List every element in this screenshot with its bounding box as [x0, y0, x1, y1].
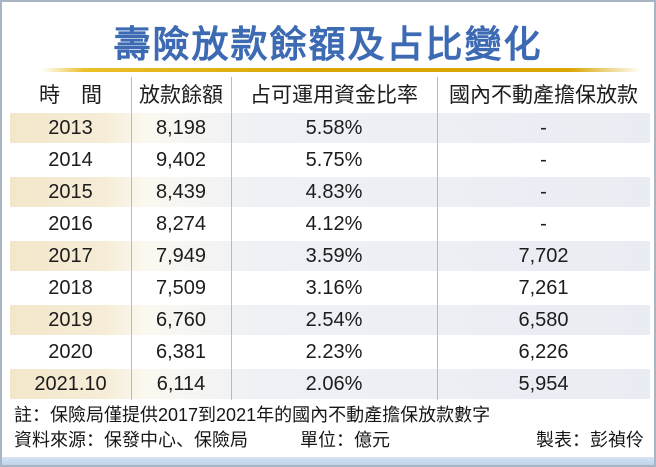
cell-ratio: 2.23% — [305, 340, 363, 363]
column-header-ratio: 占可運用資金比率 — [250, 83, 418, 107]
cell-time: 2013 — [48, 116, 93, 139]
cell-ratio: 2.06% — [305, 372, 363, 395]
cell-mortgage: - — [540, 116, 547, 139]
cell-ratio: 4.12% — [305, 212, 363, 235]
cell-ratio: 2.54% — [305, 308, 363, 331]
cell-time: 2019 — [48, 308, 93, 331]
cell-ratio: 3.16% — [305, 276, 363, 299]
cell-time: 2014 — [48, 148, 93, 171]
cell-ratio: 5.75% — [305, 148, 363, 171]
data-table: 時 間 放款餘額 占可運用資金比率 國內不動產擔保放款 2013 8,198 5.5… — [10, 75, 650, 400]
table-row: 2014 9,402 5.75% - — [10, 144, 650, 176]
source-text: 資料來源：保發中心、保險局 — [14, 430, 248, 450]
table-row: 2018 7,509 3.16% 7,261 — [10, 272, 650, 304]
cell-balance: 6,381 — [155, 340, 207, 363]
unit-text: 單位：億元 — [300, 430, 390, 450]
table-body: 2013 8,198 5.58% - 2014 9,402 5.75% - 2015 8,439 4… — [10, 112, 650, 400]
cell-ratio: 4.83% — [305, 180, 363, 203]
cell-balance: 8,439 — [155, 180, 207, 203]
table-row: 2020 6,381 2.23% 6,226 — [10, 336, 650, 368]
table-row: 2016 8,274 4.12% - — [10, 208, 650, 240]
cell-balance: 7,949 — [155, 244, 207, 267]
footnote-line2: 資料來源：保發中心、保險局 單位：億元 製表：彭禎伶 — [14, 428, 644, 453]
cell-time: 2015 — [48, 180, 93, 203]
cell-balance: 9,402 — [155, 148, 207, 171]
cell-time: 2021.10 — [34, 372, 107, 395]
column-header-balance: 放款餘額 — [139, 83, 223, 107]
cell-time: 2018 — [48, 276, 93, 299]
column-divider — [131, 77, 132, 400]
column-divider — [231, 77, 232, 400]
cell-mortgage: - — [540, 148, 547, 171]
cell-mortgage: - — [540, 212, 547, 235]
page-title: 壽險放款餘額及占比變化 — [113, 24, 543, 65]
cell-ratio: 5.58% — [305, 116, 363, 139]
cell-ratio: 3.59% — [305, 244, 363, 267]
footnote-text: 註：保險局僅提供2017到2021年的國內不動產擔保放款數字 — [14, 405, 491, 425]
bottom-accent-bar — [2, 457, 654, 465]
credit-text: 製表：彭禎伶 — [536, 430, 644, 450]
column-header-mortgage: 國內不動產擔保放款 — [449, 83, 638, 107]
cell-balance: 7,509 — [155, 276, 207, 299]
cell-time: 2020 — [48, 340, 93, 363]
table-row: 2019 6,760 2.54% 6,580 — [10, 304, 650, 336]
cell-balance: 8,198 — [155, 116, 207, 139]
table-row: 2013 8,198 5.58% - — [10, 112, 650, 144]
column-header-time: 時 間 — [39, 83, 102, 107]
cell-mortgage: 6,226 — [518, 340, 569, 363]
cell-balance: 8,274 — [155, 212, 207, 235]
cell-mortgage: 7,261 — [518, 276, 569, 299]
cell-time: 2016 — [48, 212, 93, 235]
gold-divider-rule — [42, 68, 642, 72]
cell-balance: 6,760 — [155, 308, 207, 331]
cell-time: 2017 — [48, 244, 93, 267]
table-row: 2015 8,439 4.83% - — [10, 176, 650, 208]
footnotes: 註：保險局僅提供2017到2021年的國內不動產擔保放款數字 資料來源：保發中心… — [14, 403, 644, 453]
cell-mortgage: - — [540, 180, 547, 203]
table-header-row: 時 間 放款餘額 占可運用資金比率 國內不動產擔保放款 — [10, 75, 650, 112]
table-row: 2021.10 6,114 2.06% 5,954 — [10, 368, 650, 400]
cell-balance: 6,114 — [156, 372, 206, 395]
cell-mortgage: 6,580 — [518, 308, 569, 331]
column-divider — [437, 77, 438, 400]
cell-mortgage: 7,702 — [518, 244, 569, 267]
cell-mortgage: 5,954 — [518, 372, 569, 395]
table-row: 2017 7,949 3.59% 7,702 — [10, 240, 650, 272]
